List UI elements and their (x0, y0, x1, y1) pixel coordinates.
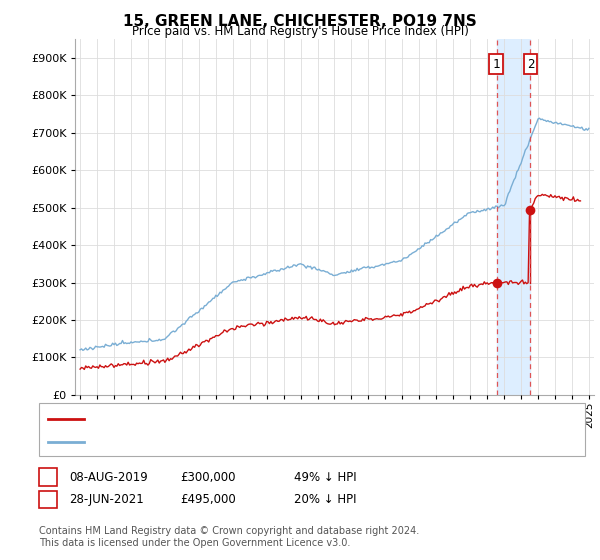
Text: 1: 1 (44, 470, 52, 484)
Text: 28-JUN-2021: 28-JUN-2021 (69, 493, 144, 506)
Text: 08-AUG-2019: 08-AUG-2019 (69, 470, 148, 484)
Text: £300,000: £300,000 (180, 470, 235, 484)
Text: 2: 2 (527, 58, 534, 71)
Text: HPI: Average price, detached house, Chichester: HPI: Average price, detached house, Chic… (91, 436, 358, 446)
Text: Contains HM Land Registry data © Crown copyright and database right 2024.
This d: Contains HM Land Registry data © Crown c… (39, 526, 419, 548)
Bar (497, 39, 530, 395)
Text: 49% ↓ HPI: 49% ↓ HPI (294, 470, 356, 484)
Text: 20% ↓ HPI: 20% ↓ HPI (294, 493, 356, 506)
Text: 15, GREEN LANE, CHICHESTER, PO19 7NS: 15, GREEN LANE, CHICHESTER, PO19 7NS (123, 14, 477, 29)
Text: 15, GREEN LANE, CHICHESTER, PO19 7NS (detached house): 15, GREEN LANE, CHICHESTER, PO19 7NS (de… (91, 414, 427, 424)
Text: 2: 2 (44, 493, 52, 506)
Bar (589, 39, 594, 395)
Text: £495,000: £495,000 (180, 493, 236, 506)
Text: Price paid vs. HM Land Registry's House Price Index (HPI): Price paid vs. HM Land Registry's House … (131, 25, 469, 38)
Text: 1: 1 (493, 58, 500, 71)
